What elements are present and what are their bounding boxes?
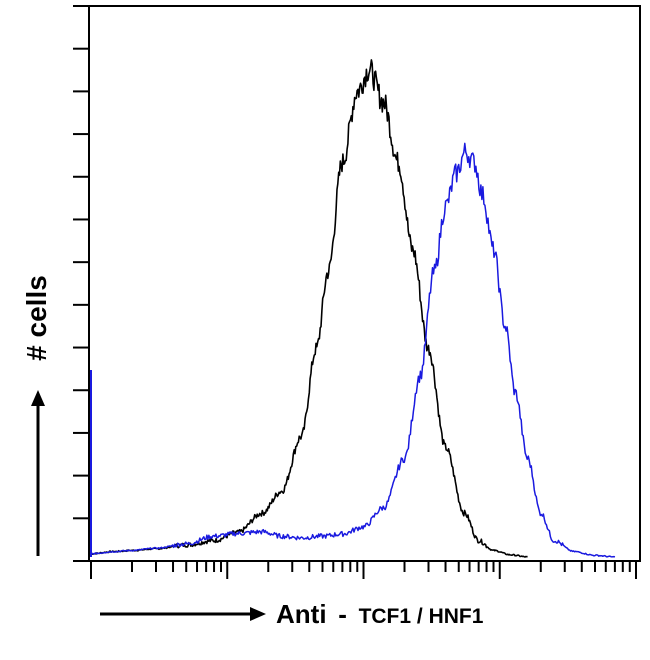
y-axis-arrowhead [31, 390, 45, 406]
y-axis-label: # cells [21, 275, 52, 361]
series-line-tcf1 [90, 142, 616, 558]
x-axis-label-prefix: Anti [276, 599, 327, 629]
y-axis-ticks [73, 5, 89, 562]
x-axis-arrowhead [250, 607, 266, 621]
plot-frame [88, 5, 641, 562]
x-axis-label-suffix: TCF1 / HNF1 [359, 605, 484, 628]
series-line-control [90, 59, 528, 558]
x-axis-label: Anti - TCF1 / HNF1 [276, 599, 484, 629]
series-layer [90, 59, 616, 558]
x-axis-ticks [90, 561, 637, 579]
x-axis-label-separator: - [331, 599, 354, 629]
